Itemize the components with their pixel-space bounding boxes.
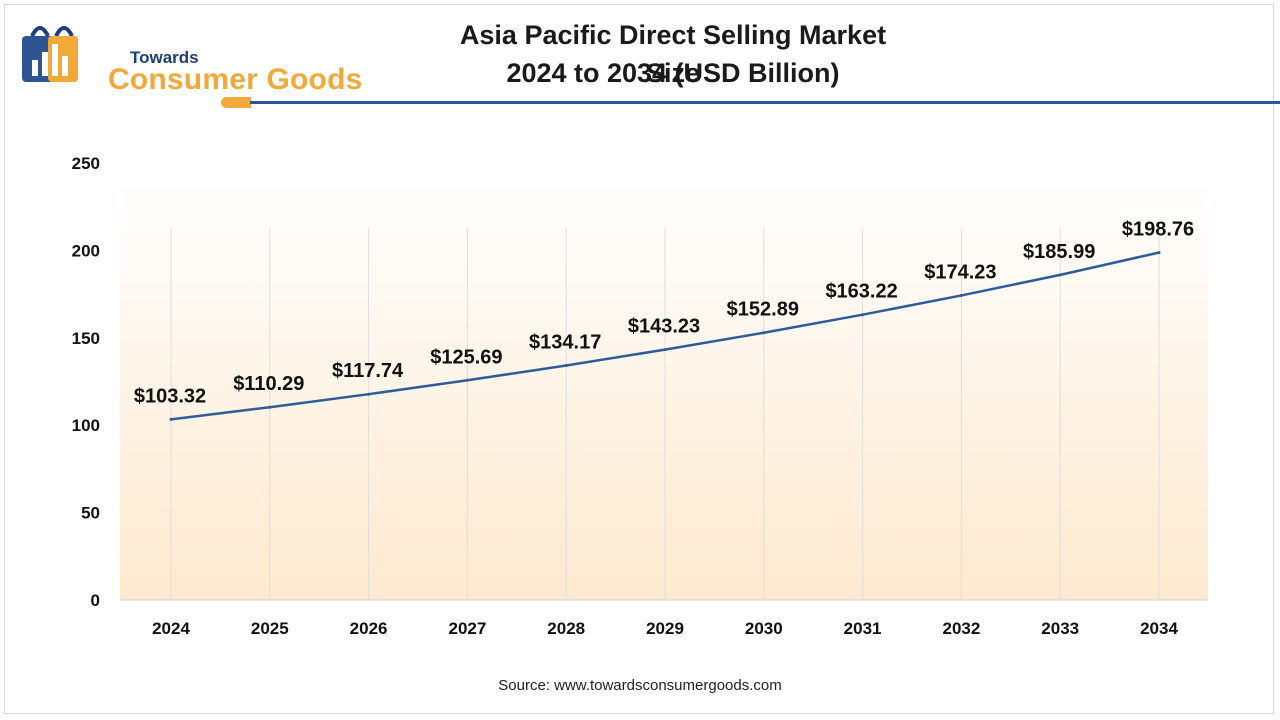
x-tick-label: 2027 <box>448 619 486 638</box>
data-point <box>268 405 272 409</box>
data-label: $103.32 <box>134 385 206 407</box>
x-tick-label: 2029 <box>646 619 684 638</box>
y-tick-label: 100 <box>72 416 100 435</box>
plot-area <box>120 180 1208 600</box>
data-point <box>169 417 173 421</box>
x-tick-label: 2026 <box>350 619 388 638</box>
data-point <box>564 363 568 367</box>
y-tick-label: 250 <box>72 154 100 173</box>
x-tick-label: 2033 <box>1041 619 1079 638</box>
data-point <box>762 331 766 335</box>
data-point <box>465 378 469 382</box>
source-note: Source: www.towardsconsumergoods.com <box>498 677 782 694</box>
data-label: $134.17 <box>529 331 601 353</box>
header-accent-tab <box>221 97 251 108</box>
data-label: $110.29 <box>233 373 304 395</box>
data-point <box>367 392 371 396</box>
chart-title-line1: Asia Pacific Direct Selling Market Size <box>459 20 887 88</box>
data-point <box>861 313 865 317</box>
x-tick-label: 2024 <box>152 619 190 638</box>
x-tick-label: 2032 <box>942 619 980 638</box>
x-tick-label: 2030 <box>745 619 783 638</box>
chart-frame <box>4 4 1274 714</box>
data-label: $152.89 <box>727 299 799 321</box>
data-point <box>663 348 667 352</box>
x-tick-label: 2034 <box>1140 619 1178 638</box>
x-tick-label: 2025 <box>251 619 289 638</box>
data-label: $125.69 <box>430 346 502 368</box>
shopping-bag-icon <box>22 26 78 82</box>
data-point <box>1157 251 1161 255</box>
data-label: $117.74 <box>332 360 404 382</box>
data-label: $143.23 <box>628 316 700 338</box>
data-point <box>959 293 963 297</box>
data-label: $174.23 <box>924 261 996 283</box>
x-tick-label: 2028 <box>547 619 585 638</box>
y-tick-label: 0 <box>91 591 100 610</box>
x-tick-label: 2031 <box>844 619 882 638</box>
logo-text-consumer-goods: Consumer Goods <box>108 63 363 96</box>
y-tick-label: 200 <box>72 241 100 260</box>
data-label: $163.22 <box>825 281 897 303</box>
chart-title-line2: 2024 to 2034 (USD Billion) <box>506 58 840 88</box>
logo-text-towards: Towards <box>130 48 199 67</box>
y-tick-label: 50 <box>81 504 100 523</box>
header-divider <box>250 101 1280 104</box>
brand-logo: Towards Consumer Goods <box>18 18 378 96</box>
y-tick-label: 150 <box>72 329 100 348</box>
data-point <box>1058 273 1062 277</box>
data-label: $185.99 <box>1023 241 1095 263</box>
data-label: $198.76 <box>1122 219 1194 241</box>
